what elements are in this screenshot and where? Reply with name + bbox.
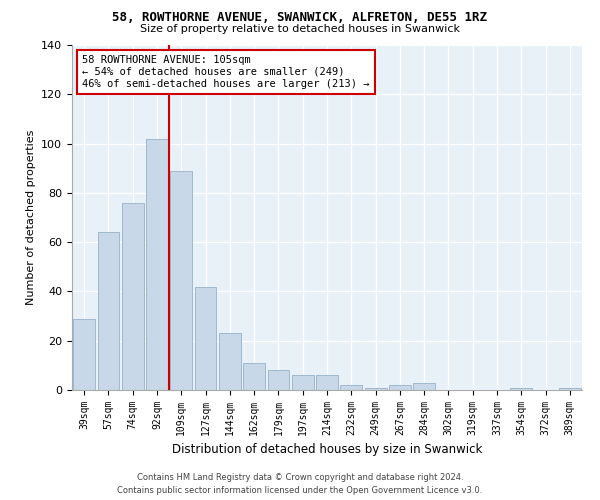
Bar	[413, 382, 435, 390]
Bar	[316, 375, 338, 390]
Bar	[73, 318, 95, 390]
Bar	[389, 385, 411, 390]
Bar	[243, 363, 265, 390]
Bar	[97, 232, 119, 390]
Bar	[194, 286, 217, 390]
Text: 58 ROWTHORNE AVENUE: 105sqm
← 54% of detached houses are smaller (249)
46% of se: 58 ROWTHORNE AVENUE: 105sqm ← 54% of det…	[82, 56, 370, 88]
Bar	[170, 170, 192, 390]
X-axis label: Distribution of detached houses by size in Swanwick: Distribution of detached houses by size …	[172, 444, 482, 456]
Bar	[511, 388, 532, 390]
Bar	[365, 388, 386, 390]
Y-axis label: Number of detached properties: Number of detached properties	[26, 130, 35, 305]
Text: Contains HM Land Registry data © Crown copyright and database right 2024.
Contai: Contains HM Land Registry data © Crown c…	[118, 474, 482, 495]
Bar	[559, 388, 581, 390]
Bar	[340, 385, 362, 390]
Text: 58, ROWTHORNE AVENUE, SWANWICK, ALFRETON, DE55 1RZ: 58, ROWTHORNE AVENUE, SWANWICK, ALFRETON…	[113, 11, 487, 24]
Text: Size of property relative to detached houses in Swanwick: Size of property relative to detached ho…	[140, 24, 460, 34]
Bar	[146, 138, 168, 390]
Bar	[292, 375, 314, 390]
Bar	[268, 370, 289, 390]
Bar	[219, 334, 241, 390]
Bar	[122, 202, 143, 390]
